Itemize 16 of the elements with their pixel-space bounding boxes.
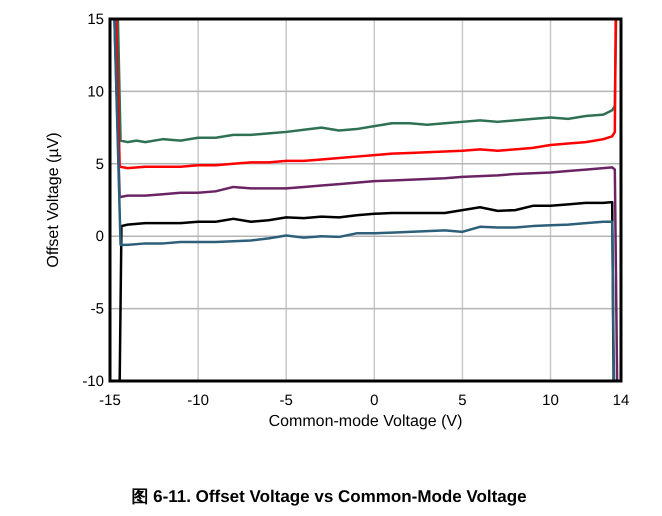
y-tick-label: -5 <box>90 300 104 318</box>
x-tick-label: 10 <box>542 392 559 409</box>
y-tick-label: 5 <box>96 156 104 173</box>
x-tick-label: -5 <box>280 392 293 409</box>
y-tick-label: 15 <box>87 11 104 28</box>
x-tick-label: -10 <box>187 392 209 409</box>
y-axis-title: Offset Voltage (µV) <box>45 132 62 268</box>
x-tick-label: 5 <box>458 392 467 409</box>
y-tick-label: -10 <box>82 373 104 390</box>
x-tick-label: 14 <box>612 392 630 409</box>
y-tick-label: 0 <box>96 228 104 246</box>
x-tick-label: -15 <box>99 392 121 409</box>
y-tick-label: 10 <box>87 83 104 100</box>
x-tick-label: 0 <box>370 392 378 409</box>
x-axis-title: Common-mode Voltage (V) <box>268 413 462 430</box>
text: 图 6-11. Offset Voltage vs Common-Mode Voltage <box>131 487 527 506</box>
